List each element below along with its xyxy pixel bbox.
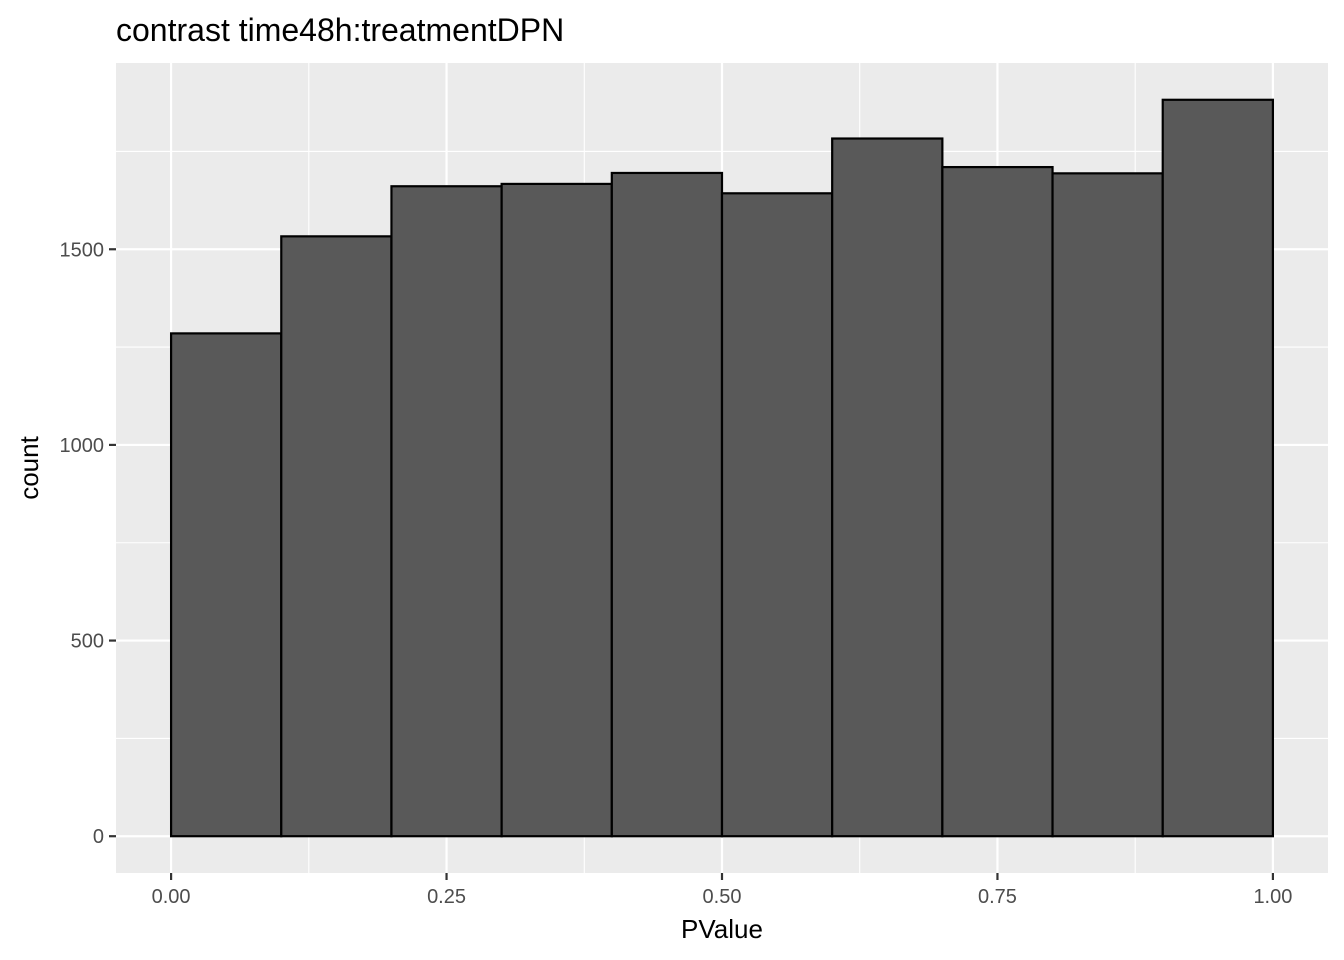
y-tick-label: 1500 — [60, 239, 105, 261]
histogram-bars — [169, 98, 1275, 838]
histogram-bar — [500, 182, 613, 838]
histogram-bar — [831, 137, 944, 838]
chart-title: contrast time48h:treatmentDPN — [116, 12, 564, 48]
y-tick-label: 0 — [93, 826, 104, 848]
histogram-bar — [390, 185, 503, 838]
histogram-bar — [610, 171, 724, 838]
histogram-bar — [169, 332, 283, 838]
x-tick-label: 0.75 — [978, 886, 1017, 908]
x-axis-title: PValue — [681, 914, 763, 944]
histogram-bar — [280, 235, 393, 838]
y-axis-title: count — [14, 435, 44, 499]
x-tick-label: 0.50 — [703, 886, 742, 908]
histogram-bar — [1161, 98, 1275, 838]
x-tick-label: 0.00 — [152, 886, 191, 908]
x-tick-label: 1.00 — [1253, 886, 1292, 908]
y-tick-label: 500 — [71, 631, 104, 653]
histogram-bar — [1051, 172, 1164, 838]
histogram-bar — [941, 165, 1054, 838]
x-tick-label: 0.25 — [427, 886, 466, 908]
x-axis: 0.00 0.25 0.50 0.75 1.00 — [152, 873, 1292, 908]
y-tick-label: 1000 — [60, 435, 105, 457]
y-axis: 0 500 1000 1500 — [60, 239, 116, 848]
histogram-bar — [720, 192, 834, 838]
